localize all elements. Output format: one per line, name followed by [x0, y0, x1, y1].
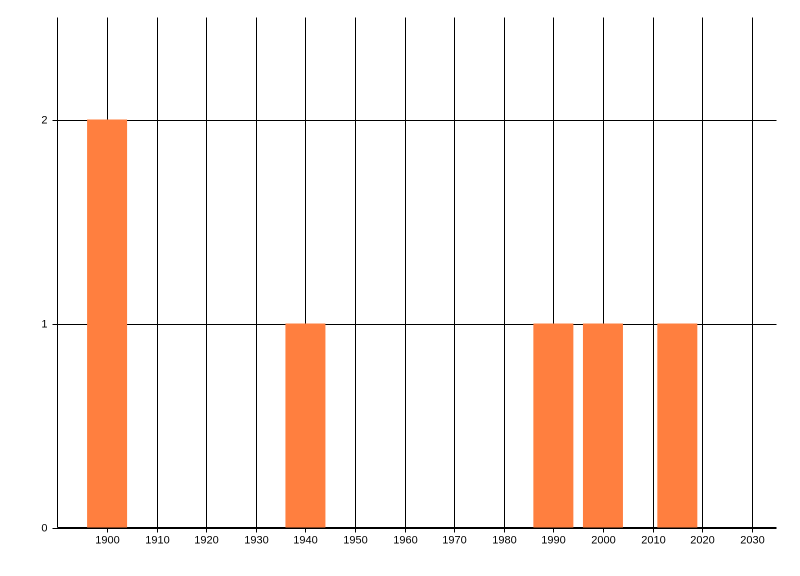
bar: [285, 323, 326, 528]
x-tick-label: 2030: [740, 534, 764, 546]
x-tick-label: 1950: [343, 534, 367, 546]
x-tick-label: 2000: [591, 534, 615, 546]
x-tick-label: 2020: [690, 534, 714, 546]
x-tick-label: 1960: [393, 534, 417, 546]
x-tick-label: 1940: [293, 534, 317, 546]
x-tick-label: 1980: [492, 534, 516, 546]
bar: [657, 323, 698, 528]
bar: [87, 119, 128, 528]
y-tick-label: 1: [41, 318, 47, 330]
bar: [533, 323, 574, 528]
x-tick-label: 1910: [145, 534, 169, 546]
x-tick-label: 2010: [641, 534, 665, 546]
x-tick-label: 1930: [244, 534, 268, 546]
y-tick-label: 0: [41, 522, 47, 534]
x-tick-label: 1920: [194, 534, 218, 546]
y-tick-label: 2: [41, 114, 47, 126]
x-tick-label: 1900: [95, 534, 119, 546]
x-tick-label: 1990: [541, 534, 565, 546]
bar: [582, 323, 623, 528]
x-tick-label: 1970: [442, 534, 466, 546]
